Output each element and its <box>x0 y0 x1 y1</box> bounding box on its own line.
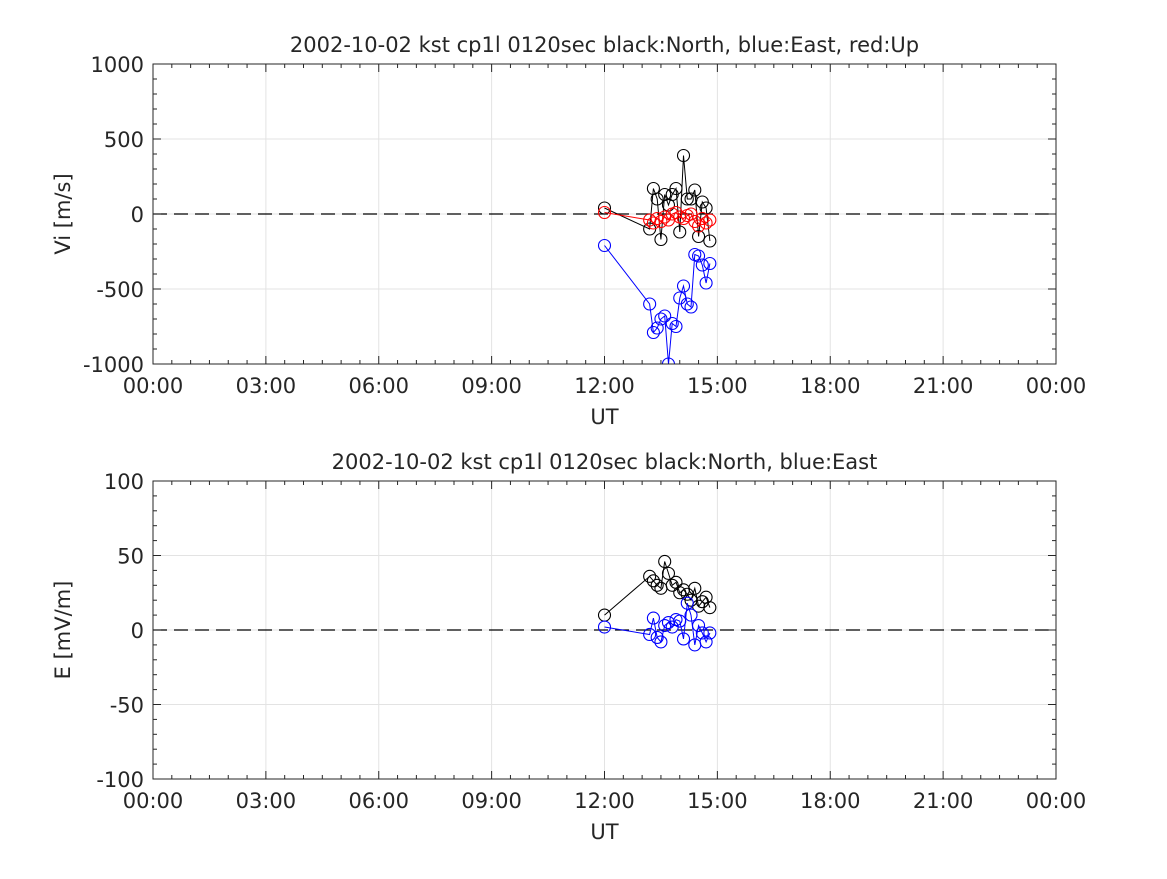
data-point-up <box>703 213 717 227</box>
data-point-north <box>665 578 679 592</box>
data-point-north <box>703 601 717 615</box>
electric-field-panel: 00:00 03:00 06:00 09:00 12:00 15:00 18:00 21:00… <box>51 450 1086 844</box>
x-tick-label: 18:00 <box>800 789 861 813</box>
data-point-north <box>646 574 660 588</box>
data-point-east <box>676 632 691 646</box>
x-tick-label: 06:00 <box>348 374 409 398</box>
y-tick-label: 0 <box>131 203 144 227</box>
data-point-up <box>684 207 698 221</box>
x-tick-label: 06:00 <box>348 789 409 813</box>
series-line-east <box>604 245 711 364</box>
data-point-east <box>661 357 676 364</box>
data-point-east <box>643 297 657 311</box>
data-point-up <box>692 219 706 233</box>
data-point-east <box>643 627 657 642</box>
y-axis-label: Vi [m/s] <box>51 173 75 254</box>
data-point-north <box>680 192 694 206</box>
y-tick-label: 50 <box>117 545 144 569</box>
data-point-north <box>673 225 687 239</box>
x-tick-label: 15:00 <box>687 789 748 813</box>
x-tick-label: 18:00 <box>800 374 861 398</box>
data-point-east <box>699 635 713 649</box>
data-point-east <box>597 620 612 634</box>
data-point-east <box>597 238 612 253</box>
data-point-east <box>646 611 660 625</box>
x-tick-label: 00:00 <box>1026 789 1087 813</box>
data-point-east <box>695 258 709 272</box>
y-tick-label: -50 <box>110 694 144 718</box>
y-axis-label: E [mV/m] <box>51 581 75 680</box>
y-tick-label: -100 <box>96 768 144 792</box>
data-point-north <box>597 201 612 215</box>
x-tick-label: 15:00 <box>687 374 748 398</box>
data-point-north <box>703 234 717 248</box>
series-line-east <box>604 603 711 645</box>
data-point-north <box>654 232 668 247</box>
x-tick-label: 03:00 <box>236 789 297 813</box>
data-point-up <box>699 216 713 230</box>
data-point-up <box>597 205 612 220</box>
data-point-east <box>680 297 694 311</box>
data-point-east <box>669 319 683 334</box>
data-point-east <box>695 626 709 640</box>
data-point-north <box>673 586 687 600</box>
x-tick-label: 03:00 <box>236 374 297 398</box>
x-tick-label: 00:00 <box>123 789 184 813</box>
data-point-north <box>669 181 683 196</box>
y-tick-label: 100 <box>104 470 144 494</box>
velocity-panel: 00:00 03:00 06:00 09:00 12:00 15:00 18:00 21:00… <box>51 33 1086 429</box>
data-point-north <box>661 566 676 580</box>
data-point-east <box>692 618 706 633</box>
data-point-east <box>658 309 672 323</box>
data-point-north <box>676 148 691 163</box>
data-point-north <box>650 192 664 206</box>
data-point-east <box>699 276 713 290</box>
data-point-north <box>643 569 657 583</box>
y-tick-label: 1000 <box>91 53 144 77</box>
data-point-east <box>684 300 698 314</box>
x-tick-label: 00:00 <box>123 374 184 398</box>
data-point-east <box>684 608 698 622</box>
data-point-east <box>703 256 717 271</box>
data-point-east <box>650 630 664 645</box>
data-point-east <box>692 249 706 263</box>
data-point-east <box>650 321 664 335</box>
data-point-north <box>692 229 706 244</box>
y-tick-label: -1000 <box>83 353 144 377</box>
data-point-north <box>658 554 672 569</box>
x-axis-label: UT <box>590 405 618 429</box>
y-tick-label: 0 <box>131 619 144 643</box>
data-point-east <box>703 626 717 640</box>
y-tick-label: 500 <box>104 128 144 152</box>
x-tick-label: 09:00 <box>461 374 522 398</box>
x-tick-label: 12:00 <box>574 789 635 813</box>
data-point-east <box>673 614 687 628</box>
data-point-north <box>688 581 702 595</box>
data-point-up <box>695 211 709 226</box>
y-tick-label: -500 <box>96 278 144 302</box>
x-tick-label: 09:00 <box>461 789 522 813</box>
data-point-east <box>680 596 694 610</box>
data-point-east <box>676 279 691 293</box>
x-tick-label: 21:00 <box>913 374 974 398</box>
data-point-north <box>688 183 702 197</box>
x-axis-label: UT <box>590 820 618 844</box>
series-group <box>597 554 717 652</box>
data-point-east <box>654 635 668 649</box>
series-group <box>597 148 717 364</box>
data-point-east <box>654 312 668 326</box>
x-tick-label: 00:00 <box>1026 374 1087 398</box>
data-point-east <box>646 325 660 340</box>
x-tick-label: 12:00 <box>574 374 635 398</box>
data-point-up <box>658 210 672 224</box>
chart-title: 2002-10-02 kst cp1l 0120sec black:North,… <box>290 33 919 57</box>
data-point-east <box>658 618 672 633</box>
data-point-north <box>650 578 664 592</box>
chart-title: 2002-10-02 kst cp1l 0120sec black:North,… <box>332 450 878 474</box>
x-tick-label: 21:00 <box>913 789 974 813</box>
data-point-east <box>665 316 679 331</box>
data-point-up <box>654 214 668 229</box>
data-point-up <box>646 216 660 230</box>
